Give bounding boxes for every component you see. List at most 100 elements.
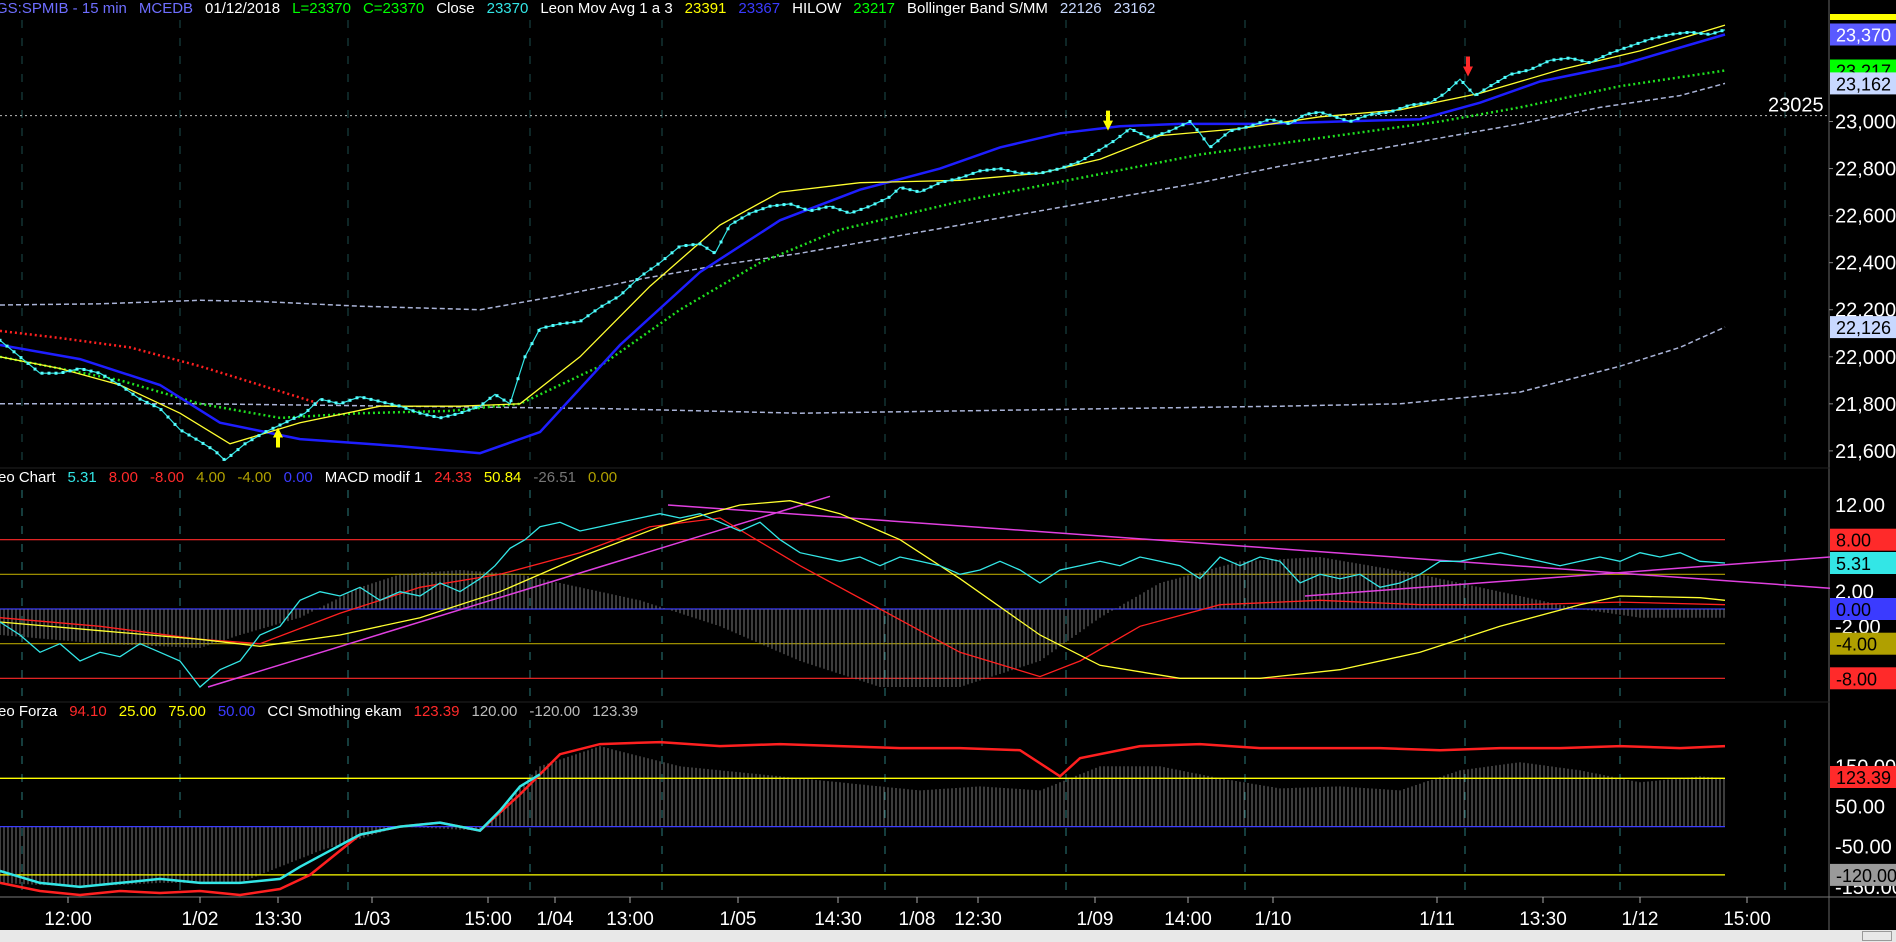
close-price-point	[12, 350, 16, 354]
bollinger-lower-line	[0, 326, 1726, 414]
close-price-point	[817, 207, 821, 211]
close-price-point	[656, 262, 660, 266]
close-price-point	[1545, 60, 1549, 64]
close-price-point	[992, 167, 996, 171]
close-price-point	[453, 412, 457, 416]
close-price-point	[1090, 153, 1094, 156]
close-price-point	[712, 251, 716, 255]
resize-grip-icon[interactable]	[1862, 931, 1892, 941]
macd-legend-item: -4.00	[237, 469, 272, 486]
close-price-point	[1433, 98, 1437, 102]
cci-legend-item: CCI Smothing ekam	[267, 703, 402, 720]
close-price-line	[0, 29, 1726, 462]
status-bar	[0, 930, 1896, 942]
close-price-point	[68, 369, 72, 373]
close-price-point	[978, 169, 982, 173]
close-price-point	[684, 244, 688, 247]
close-price-point	[1027, 171, 1031, 175]
close-price-point	[1559, 57, 1563, 61]
close-price-point	[19, 356, 23, 360]
leon-mov-avg-line	[0, 24, 1726, 445]
close-price-point	[26, 361, 30, 365]
close-price-point	[649, 267, 653, 271]
close-price-point	[635, 278, 639, 282]
macd-trendline	[667, 504, 1831, 589]
main-legend-item: Bollinger Band S/MM	[907, 0, 1048, 17]
bollinger-upper-line	[0, 82, 1726, 311]
close-price-point	[950, 178, 954, 182]
close-price-point	[474, 406, 478, 410]
close-price-point	[159, 408, 163, 412]
close-price-point	[460, 411, 464, 414]
close-price-point	[1587, 61, 1591, 64]
close-price-point	[243, 442, 247, 446]
cci-legend-item: 120.00	[471, 703, 518, 720]
close-price-point	[663, 257, 667, 261]
close-price-point	[1307, 112, 1311, 116]
close-price-point	[1594, 58, 1598, 62]
macd-legend-item: 50.84	[483, 469, 522, 486]
close-price-point	[796, 205, 800, 209]
close-price-point	[264, 430, 268, 434]
close-price-point	[558, 322, 562, 326]
close-price-point	[1125, 129, 1129, 133]
main-legend-item: 23391	[684, 0, 727, 17]
close-price-point	[1482, 88, 1486, 92]
close-price-point	[1160, 132, 1164, 136]
close-price-point	[1566, 56, 1570, 60]
close-price-point	[747, 212, 751, 216]
close-price-point	[124, 387, 128, 391]
close-price-point	[369, 397, 373, 401]
macd-yellow-line	[0, 500, 1726, 679]
close-price-point	[698, 242, 702, 246]
close-price-point	[103, 374, 107, 378]
close-price-point	[915, 189, 919, 193]
price-axis-tag: 23,162	[1836, 74, 1891, 94]
signal-arrow-icon	[1463, 56, 1473, 77]
close-price-point	[593, 309, 597, 313]
macd-y-tick: 12.00	[1835, 495, 1885, 517]
close-price-point	[1104, 144, 1108, 148]
close-price-point	[1608, 51, 1612, 55]
macd-axis-tag: 5.31	[1836, 554, 1871, 574]
close-price-point	[285, 420, 289, 424]
time-tick-label: 1/09	[1077, 909, 1114, 930]
close-price-point	[117, 382, 121, 386]
close-price-point	[509, 399, 513, 403]
close-price-point	[1531, 66, 1535, 70]
price-y-tick: 22,600	[1835, 206, 1896, 228]
close-price-point	[292, 416, 296, 420]
macd-legend-item: -26.51	[533, 469, 576, 486]
close-price-point	[1671, 32, 1675, 36]
close-price-point	[278, 423, 282, 427]
close-price-point	[740, 216, 744, 220]
close-price-point	[404, 406, 408, 410]
macd-axis-tag-bg	[1830, 667, 1896, 690]
main-legend-item: Leon Mov Avg 1 a 3	[540, 0, 673, 17]
close-price-point	[1069, 163, 1073, 167]
close-price-point	[201, 441, 205, 445]
close-price-point	[327, 399, 331, 403]
main-legend-item: 23367	[738, 0, 781, 17]
close-price-point	[250, 438, 254, 442]
close-price-point	[488, 396, 492, 400]
close-price-point	[831, 205, 835, 209]
close-price-point	[502, 398, 506, 402]
macd-legend-item: 0.00	[587, 469, 618, 486]
close-price-point	[1188, 120, 1192, 123]
cci-legend-item: 75.00	[168, 703, 206, 720]
close-price-point	[1244, 125, 1248, 129]
close-price-point	[166, 415, 170, 419]
close-price-point	[33, 367, 37, 371]
close-price-point	[1286, 121, 1290, 125]
cci-legend-item: 94.10	[69, 703, 107, 720]
cci-cyan-line	[0, 773, 541, 889]
macd-legend-item: 24.33	[434, 469, 472, 486]
close-price-point	[236, 448, 240, 452]
close-price-point	[1503, 75, 1507, 79]
close-price-point	[544, 325, 548, 329]
close-price-point	[1552, 58, 1556, 62]
main-legend-item: 22126	[1059, 0, 1102, 17]
close-price-point	[705, 246, 709, 250]
